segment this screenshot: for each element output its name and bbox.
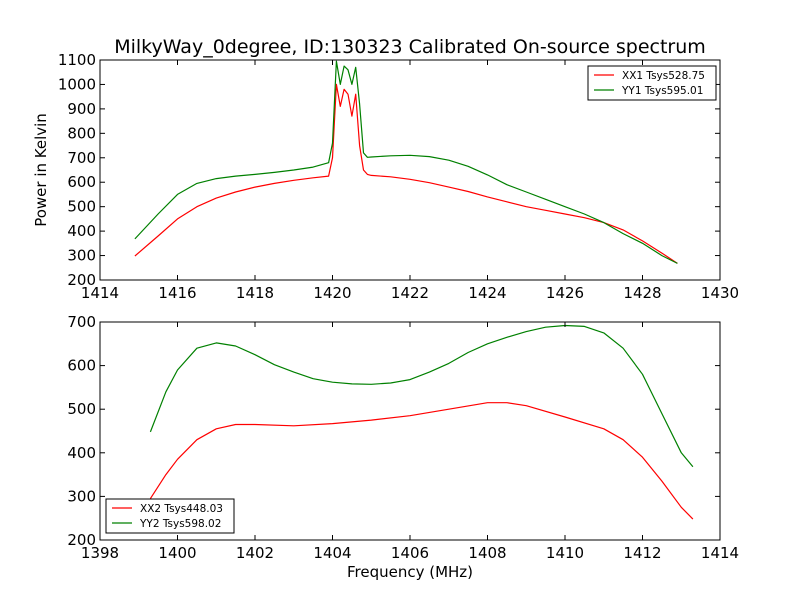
- x-tick-label-0-7: 1428: [623, 284, 661, 302]
- y-tick-label-0-2: 400: [67, 222, 96, 240]
- y-tick-label-0-6: 800: [67, 124, 96, 142]
- y-tick-label-1-3: 500: [67, 400, 96, 418]
- y-tick-label-0-9: 1100: [58, 51, 96, 69]
- x-tick-label-0-3: 1420: [313, 284, 351, 302]
- series-line-1-0: [149, 402, 694, 520]
- legend-1: XX2 Tsys448.03 YY2 Tsys598.02: [105, 498, 235, 534]
- top-y-axis-label: Power in Kelvin: [32, 113, 50, 227]
- x-axis-label: Frequency (MHz): [347, 563, 473, 581]
- legend-label-1-0: XX2 Tsys448.03: [140, 503, 223, 515]
- y-tick-label-0-1: 300: [67, 247, 96, 265]
- x-tick-label-1-0: 1398: [81, 544, 119, 562]
- legend-label-1-1: YY2 Tsys598.02: [139, 518, 221, 530]
- series-line-1-1: [149, 324, 694, 468]
- y-tick-label-0-8: 1000: [58, 75, 96, 93]
- x-tick-label-0-0: 1414: [81, 284, 119, 302]
- y-tick-label-1-4: 600: [67, 357, 96, 375]
- x-tick-label-0-4: 1422: [391, 284, 429, 302]
- x-tick-label-1-5: 1408: [468, 544, 506, 562]
- y-tick-label-1-2: 400: [67, 444, 96, 462]
- x-tick-label-1-6: 1410: [546, 544, 584, 562]
- y-tick-label-0-0: 200: [67, 271, 96, 289]
- top-spectrum-plot: Power in Kelvin 1414 1416 1418 1420 1422 1424…: [32, 51, 739, 302]
- y-tick-label-0-5: 700: [67, 149, 96, 167]
- x-tick-label-0-5: 1424: [468, 284, 506, 302]
- x-tick-label-0-8: 1430: [701, 284, 739, 302]
- legend-label-0-0: XX1 Tsys528.75: [622, 70, 705, 82]
- x-tick-label-0-6: 1426: [546, 284, 584, 302]
- x-tick-label-1-7: 1412: [623, 544, 661, 562]
- legend-label-0-1: YY1 Tsys595.01: [621, 85, 703, 97]
- y-tick-label-1-5: 700: [67, 313, 96, 331]
- series-line-0-1: [134, 60, 678, 264]
- x-tick-label-1-4: 1406: [391, 544, 429, 562]
- legend-0: XX1 Tsys528.75 YY1 Tsys595.01: [587, 65, 717, 101]
- figure-title: MilkyWay_0degree, ID:130323 Calibrated O…: [114, 36, 706, 58]
- series-line-0-0: [134, 83, 678, 264]
- x-tick-label-1-8: 1414: [701, 544, 739, 562]
- legend-box-0: [587, 65, 717, 101]
- y-tick-label-0-4: 600: [67, 173, 96, 191]
- y-tick-label-0-7: 900: [67, 100, 96, 118]
- x-tick-label-0-2: 1418: [236, 284, 274, 302]
- x-tick-label-1-2: 1402: [236, 544, 274, 562]
- x-tick-label-1-3: 1404: [313, 544, 351, 562]
- x-tick-label-0-1: 1416: [158, 284, 196, 302]
- y-tick-label-1-1: 300: [67, 487, 96, 505]
- y-tick-label-0-3: 500: [67, 198, 96, 216]
- x-tick-label-1-1: 1400: [158, 544, 196, 562]
- bottom-spectrum-plot: 1398 1400 1402 1404 1406 1408 1410 1412 1414 200 3…: [67, 313, 739, 562]
- legend-box-1: [105, 498, 235, 534]
- y-tick-label-1-0: 200: [67, 531, 96, 549]
